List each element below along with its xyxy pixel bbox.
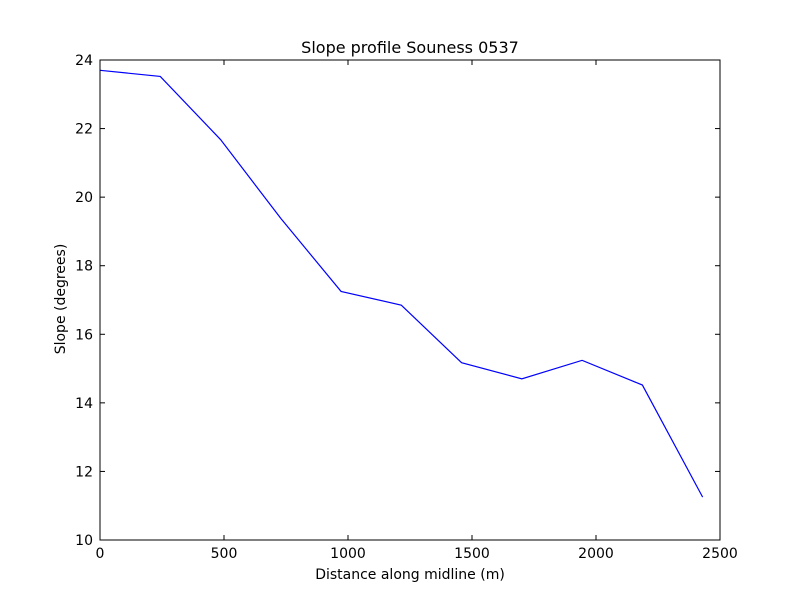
x-tick-label: 2500 — [702, 546, 738, 562]
data-point — [582, 360, 583, 361]
x-tick-label: 500 — [211, 546, 238, 562]
x-tick-label: 2000 — [578, 546, 614, 562]
y-axis-label: Slope (degrees) — [53, 244, 69, 355]
axis-ticks: 0 500 1000 1500 2000 2500 10 12 14 16 18 20 22 24 — [75, 53, 738, 562]
y-tick-label: 16 — [75, 327, 93, 343]
plot-marks — [99, 69, 704, 498]
data-point — [401, 305, 402, 306]
y-tick-label: 24 — [75, 53, 93, 69]
x-tick-label: 0 — [96, 546, 105, 562]
y-tick-label: 20 — [75, 190, 93, 206]
data-point — [642, 384, 643, 385]
y-tick-label: 14 — [75, 396, 93, 412]
y-tick-label: 22 — [75, 122, 93, 138]
series-line — [99, 69, 704, 498]
x-tick-label: 1000 — [330, 546, 366, 562]
chart-title: Slope profile Souness 0537 — [301, 38, 519, 57]
data-point — [702, 497, 703, 498]
data-point — [461, 362, 462, 363]
y-tick-label: 12 — [75, 464, 93, 480]
data-point — [521, 378, 522, 379]
data-point — [160, 76, 161, 77]
y-tick-label: 18 — [75, 259, 93, 275]
data-point — [280, 218, 281, 219]
y-tick-label: 10 — [75, 533, 93, 549]
data-point — [340, 291, 341, 292]
data-point — [220, 139, 221, 140]
x-tick-label: 1500 — [454, 546, 490, 562]
x-axis-label: Distance along midline (m) — [315, 567, 505, 583]
plot-frame — [99, 59, 721, 541]
